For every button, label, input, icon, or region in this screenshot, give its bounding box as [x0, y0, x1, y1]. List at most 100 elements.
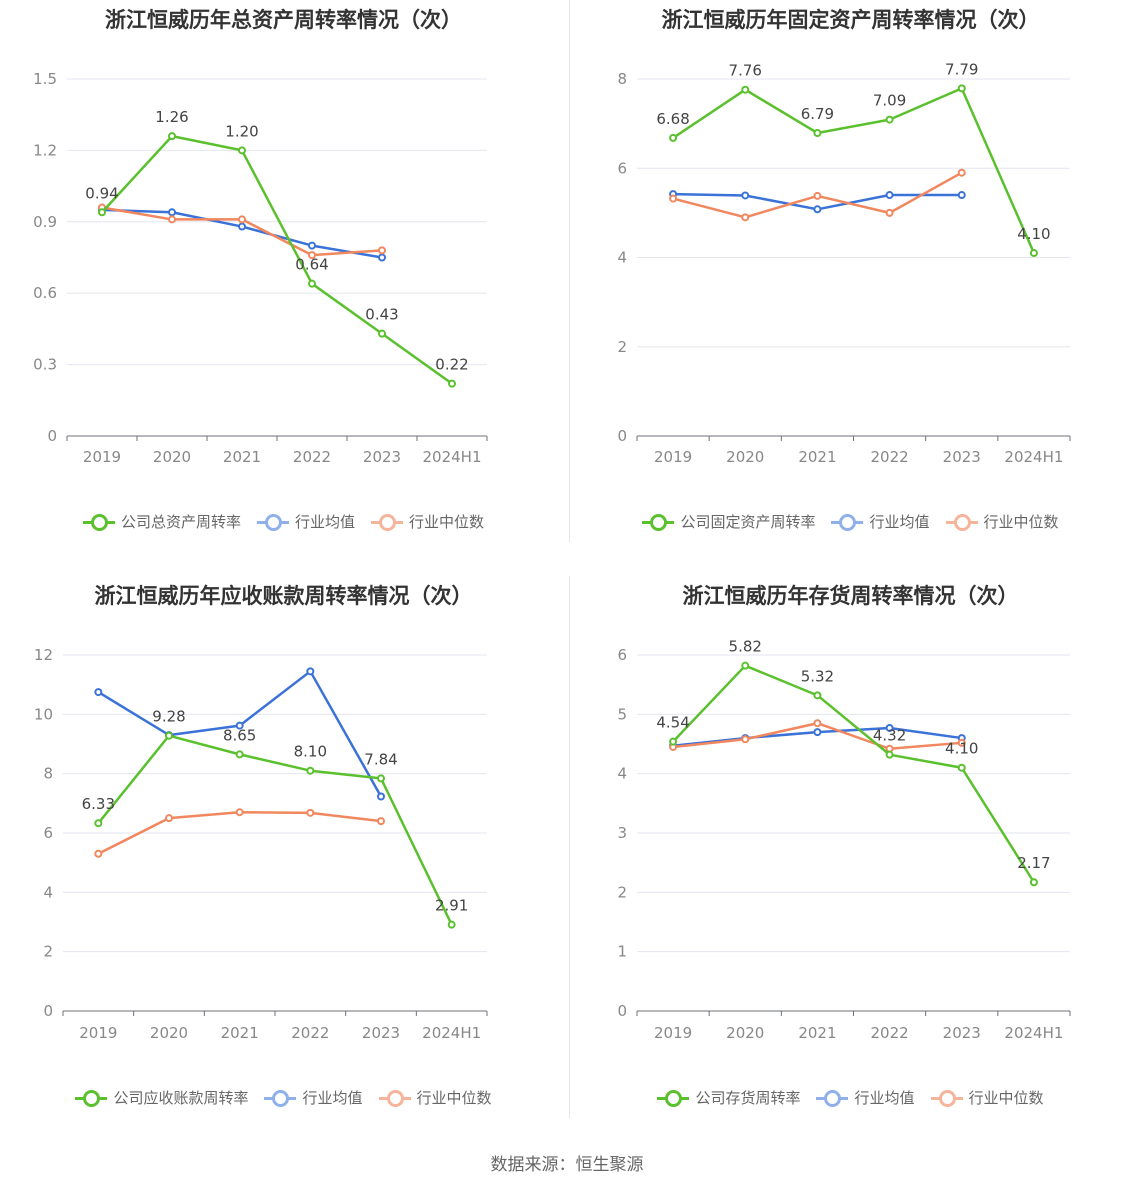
data-label: 1.20 [225, 122, 258, 140]
series-line-company [101, 134, 453, 385]
data-point-median [669, 194, 678, 203]
panel-divider-bottom [569, 576, 570, 1118]
x-tick-label: 2019 [83, 448, 121, 466]
x-tick-label: 2021 [798, 1024, 836, 1042]
data-label: 4.10 [945, 740, 978, 758]
legend-company-label: 公司应收账款周转率 [113, 1089, 249, 1107]
y-tick-label: 2 [617, 883, 627, 901]
chart-legend: 公司总资产周转率 行业均值 行业中位数 [0, 511, 567, 532]
y-tick-label: 2 [43, 943, 53, 961]
legend-item-median[interactable]: 行业中位数 [371, 511, 484, 532]
data-point-mean [168, 208, 176, 217]
y-tick-label: 0.3 [33, 356, 57, 374]
series-line-company [672, 664, 1035, 883]
legend-mean-label: 行业均值 [854, 1089, 915, 1107]
data-point-company [94, 819, 103, 828]
data-point-company [957, 84, 966, 93]
data-label: 0.94 [85, 184, 118, 202]
data-point-company [885, 115, 894, 124]
legend-item-median[interactable]: 行业中位数 [930, 1087, 1044, 1108]
legend-item-median[interactable]: 行业中位数 [378, 1087, 492, 1108]
chart-title: 浙江恒威历年应收账款周转率情况（次） [94, 584, 473, 608]
y-tick-label: 6 [617, 159, 627, 177]
chart-legend: 公司应收账款周转率 行业均值 行业中位数 [0, 1087, 567, 1108]
y-tick-label: 0.6 [33, 284, 57, 302]
data-point-median [165, 814, 173, 823]
x-tick-label: 2019 [79, 1024, 117, 1042]
data-point-company [447, 920, 456, 929]
x-tick-label: 2019 [654, 448, 692, 466]
legend-mean-label: 行业均值 [294, 513, 355, 531]
legend-median-label: 行业中位数 [416, 1089, 492, 1107]
data-point-mean [377, 792, 385, 801]
data-label: 9.28 [152, 708, 185, 726]
data-point-median [741, 735, 750, 744]
data-point-company [238, 146, 246, 155]
data-point-company [1029, 249, 1038, 258]
x-tick-label: 2020 [726, 1024, 764, 1042]
x-tick-label: 2023 [943, 448, 981, 466]
x-tick-label: 2023 [943, 1024, 981, 1042]
data-point-mean [308, 241, 316, 250]
data-point-company [306, 766, 315, 775]
y-tick-label: 6 [617, 646, 627, 664]
data-point-median [813, 191, 822, 200]
data-point-mean [235, 721, 244, 730]
legend-mean-line-icon [256, 513, 289, 531]
data-label: 5.32 [801, 667, 834, 685]
legend-item-company[interactable]: 公司应收账款周转率 [75, 1087, 248, 1108]
x-tick-label: 2023 [363, 448, 401, 466]
data-point-company [235, 750, 244, 759]
data-point-company [813, 691, 822, 700]
data-point-company [308, 279, 316, 288]
y-tick-label: 0 [617, 1002, 627, 1020]
legend-median-line-icon [378, 1089, 411, 1107]
x-tick-label: 2019 [654, 1024, 692, 1042]
data-point-median [235, 808, 244, 817]
legend-mean-label: 行业均值 [869, 513, 930, 531]
panel-divider-top [569, 0, 570, 542]
legend-company-line-icon [657, 1089, 690, 1107]
legend-item-mean[interactable]: 行业均值 [816, 1087, 915, 1108]
legend-item-company[interactable]: 公司存货周转率 [657, 1087, 800, 1108]
x-tick-label: 2022 [291, 1024, 329, 1042]
data-label: 1.26 [155, 108, 188, 126]
data-label: 2.91 [435, 897, 468, 915]
data-label: 6.33 [82, 795, 115, 813]
legend-item-mean[interactable]: 行业均值 [256, 511, 355, 532]
y-tick-label: 0 [47, 427, 57, 445]
legend-item-median[interactable]: 行业中位数 [945, 511, 1059, 532]
chart-panel-total-asset-turnover: 浙江恒威历年总资产周转率情况（次） 0 0.3 0.6 0.9 1.2 1.5 2019 20… [0, 0, 567, 576]
data-point-company [813, 128, 822, 137]
data-point-mean [94, 688, 103, 697]
chart-svg: 0 0.3 0.6 0.9 1.2 1.5 2019 2020 2021 2022 2023 2024… [33, 70, 488, 466]
data-label: 6.68 [656, 110, 689, 128]
data-point-median [94, 849, 103, 858]
y-tick-label: 12 [34, 646, 53, 664]
legend-item-mean[interactable]: 行业均值 [264, 1087, 363, 1108]
series-line-company [672, 87, 1036, 254]
y-tick-label: 10 [34, 705, 53, 723]
chart-svg: 0 2 4 6 8 2019 2020 2021 2022 2023 2024H1 6.68 7.76 6… [617, 60, 1071, 466]
y-tick-label: 5 [617, 705, 627, 723]
chart-legend: 公司固定资产周转率 行业均值 行业中位数 [567, 511, 1134, 532]
data-label: 4.54 [656, 714, 689, 732]
series-line-median [101, 206, 383, 257]
data-point-mean [885, 191, 894, 200]
legend-item-company[interactable]: 公司总资产周转率 [82, 511, 241, 532]
legend-median-label: 行业中位数 [409, 513, 485, 531]
legend-median-line-icon [930, 1089, 963, 1107]
data-point-company [741, 661, 750, 670]
legend-item-company[interactable]: 公司固定资产周转率 [642, 511, 815, 532]
data-point-median [957, 738, 966, 747]
data-point-median [238, 215, 246, 224]
chart-legend: 公司存货周转率 行业均值 行业中位数 [567, 1087, 1134, 1108]
data-point-median [813, 719, 822, 728]
data-point-company [165, 731, 173, 740]
data-label: 7.79 [945, 60, 978, 78]
legend-item-mean[interactable]: 行业均值 [831, 511, 930, 532]
data-point-company [377, 774, 385, 783]
x-tick-label: 2020 [150, 1024, 188, 1042]
data-point-company [885, 750, 894, 759]
data-point-mean [378, 253, 386, 262]
